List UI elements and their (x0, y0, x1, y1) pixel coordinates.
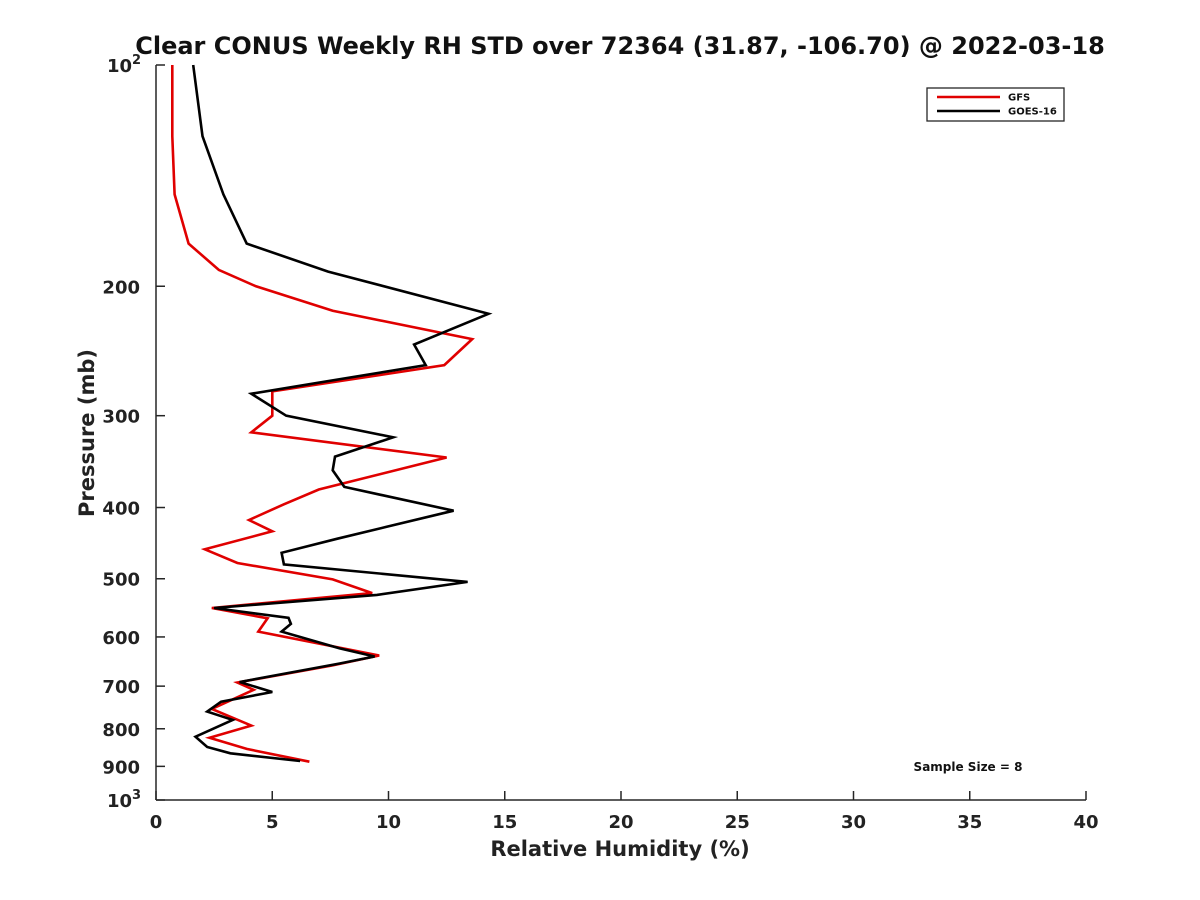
x-tick-label: 15 (492, 812, 517, 833)
y-tick-exponent: 2 (132, 53, 141, 68)
x-tick-label: 5 (266, 812, 279, 833)
y-tick-label: 10 (107, 56, 132, 77)
y-tick-exponent: 3 (132, 788, 141, 803)
x-tick-label: 40 (1073, 812, 1098, 833)
sample-size-annotation: Sample Size = 8 (914, 760, 1023, 774)
legend-label-gfs: GFS (1008, 93, 1030, 104)
legend: GFS GOES-16 (926, 87, 1065, 122)
y-tick-label: 600 (102, 628, 140, 649)
x-tick-label: 20 (608, 812, 633, 833)
y-tick-label: 900 (102, 757, 140, 778)
y-tick-label: 800 (102, 720, 140, 741)
y-tick-label: 700 (102, 677, 140, 698)
x-tick-label: 0 (150, 812, 163, 833)
x-tick-label: 25 (725, 812, 750, 833)
y-tick-label: 10 (107, 791, 132, 812)
x-tick-label: 10 (376, 812, 401, 833)
y-tick-label: 300 (102, 407, 140, 428)
series-line-goes-16 (191, 64, 493, 763)
y-axis-label: Pressure (mb) (75, 349, 99, 517)
chart-title: Clear CONUS Weekly RH STD over 72364 (31… (135, 32, 1105, 60)
legend-label-goes-16: GOES-16 (1008, 107, 1057, 118)
y-tick-label: 200 (102, 277, 140, 298)
legend-box (926, 87, 1065, 122)
x-axis-label: Relative Humidity (%) (490, 837, 749, 861)
plot-series (171, 64, 493, 763)
x-tick-label: 35 (957, 812, 982, 833)
series-line-gfs (171, 65, 475, 763)
y-tick-label: 500 (102, 570, 140, 591)
x-tick-label: 30 (841, 812, 866, 833)
y-tick-label: 400 (102, 499, 140, 520)
